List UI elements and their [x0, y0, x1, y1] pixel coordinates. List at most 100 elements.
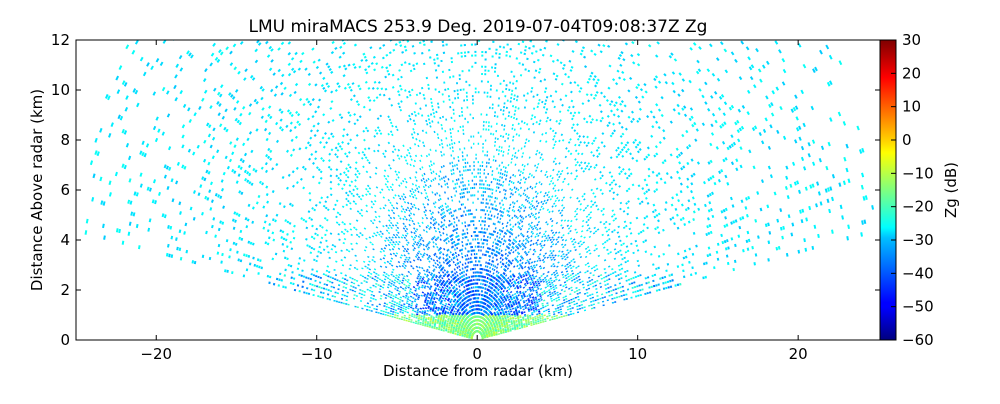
- radar-gate: [600, 209, 603, 213]
- radar-gate: [505, 106, 508, 110]
- radar-gate: [595, 288, 598, 290]
- radar-gate: [438, 281, 441, 284]
- radar-gate: [508, 88, 511, 91]
- radar-gate: [548, 289, 551, 292]
- radar-gate: [432, 219, 435, 222]
- radar-gate: [531, 199, 534, 203]
- radar-gate: [579, 271, 582, 274]
- radar-gate: [513, 186, 516, 189]
- radar-gate: [590, 267, 594, 270]
- radar-gate: [546, 304, 549, 307]
- radar-gate: [474, 245, 477, 248]
- radar-gate: [519, 307, 523, 310]
- radar-gate: [655, 214, 659, 217]
- radar-gate: [530, 301, 534, 304]
- radar-gate: [496, 288, 500, 291]
- radar-gate: [415, 179, 418, 182]
- radar-gate: [576, 308, 579, 311]
- radar-gate: [514, 236, 518, 239]
- radar-gate: [499, 277, 502, 280]
- radar-gate: [498, 248, 501, 251]
- radar-gate: [342, 51, 346, 55]
- radar-gate: [545, 108, 549, 111]
- radar-gate: [424, 213, 427, 217]
- radar-gate: [475, 153, 477, 156]
- radar-gate: [336, 82, 340, 86]
- radar-gate: [463, 147, 466, 150]
- radar-gate: [469, 209, 471, 212]
- radar-gate: [704, 101, 708, 105]
- radar-gate: [411, 219, 414, 223]
- radar-gate: [687, 199, 691, 203]
- radar-gate: [646, 115, 650, 119]
- radar-gate: [490, 203, 493, 206]
- radar-gate: [532, 131, 536, 134]
- radar-gate: [569, 69, 573, 72]
- radar-gate: [588, 249, 591, 252]
- radar-gate: [505, 197, 508, 200]
- radar-gate: [665, 172, 669, 176]
- radar-gate: [454, 263, 457, 267]
- radar-gate: [402, 207, 405, 211]
- radar-gate: [440, 177, 443, 180]
- radar-gate: [410, 88, 414, 92]
- radar-gate: [606, 283, 609, 286]
- radar-gate: [615, 148, 618, 152]
- radar-gate: [549, 198, 552, 201]
- radar-gate: [388, 97, 391, 101]
- radar-gate: [599, 176, 603, 180]
- radar-gate: [641, 288, 644, 291]
- radar-gate: [489, 310, 492, 314]
- radar-gate: [630, 277, 633, 280]
- radar-gate: [679, 218, 683, 222]
- radar-gate: [554, 157, 557, 160]
- radar-gate: [491, 196, 493, 199]
- radar-gate: [747, 56, 751, 61]
- radar-gate: [388, 118, 392, 122]
- radar-gate: [448, 286, 451, 289]
- radar-gate: [531, 287, 535, 291]
- radar-gate: [499, 257, 502, 260]
- radar-gate: [451, 253, 454, 257]
- radar-gate: [488, 187, 490, 191]
- radar-gate: [534, 226, 538, 230]
- radar-gate: [457, 253, 460, 257]
- radar-gate: [495, 274, 498, 277]
- radar-gate: [550, 297, 553, 300]
- radar-gate: [654, 145, 658, 149]
- radar-gate: [653, 77, 657, 82]
- radar-gate: [594, 136, 598, 140]
- radar-gate: [403, 156, 407, 159]
- radar-gate: [411, 182, 415, 186]
- radar-gate: [527, 278, 531, 281]
- radar-gate: [503, 173, 506, 177]
- radar-gate: [451, 161, 454, 164]
- radar-gate: [496, 311, 500, 315]
- radar-gate: [620, 170, 623, 173]
- radar-gate: [383, 174, 386, 178]
- radar-gate: [439, 250, 443, 254]
- radar-gate: [636, 289, 640, 293]
- radar-gate: [668, 244, 671, 247]
- radar-gate: [570, 286, 573, 289]
- radar-gate: [508, 306, 512, 309]
- radar-gate: [496, 274, 499, 278]
- radar-gate: [478, 219, 481, 223]
- radar-gate: [777, 246, 781, 250]
- radar-gate: [565, 147, 568, 150]
- radar-gate: [515, 99, 519, 102]
- radar-gate: [523, 323, 526, 326]
- radar-gate: [566, 263, 569, 266]
- radar-gate: [540, 205, 543, 209]
- radar-gate: [519, 186, 523, 189]
- radar-gate: [526, 282, 529, 285]
- radar-gate: [554, 276, 557, 279]
- radar-gate: [524, 141, 527, 145]
- radar-gate: [490, 263, 493, 266]
- radar-gate: [515, 133, 518, 136]
- radar-gate: [675, 193, 679, 197]
- radar-gate: [462, 129, 465, 132]
- radar-gate: [460, 283, 463, 287]
- radar-gate: [707, 231, 711, 235]
- radar-gate: [538, 316, 542, 318]
